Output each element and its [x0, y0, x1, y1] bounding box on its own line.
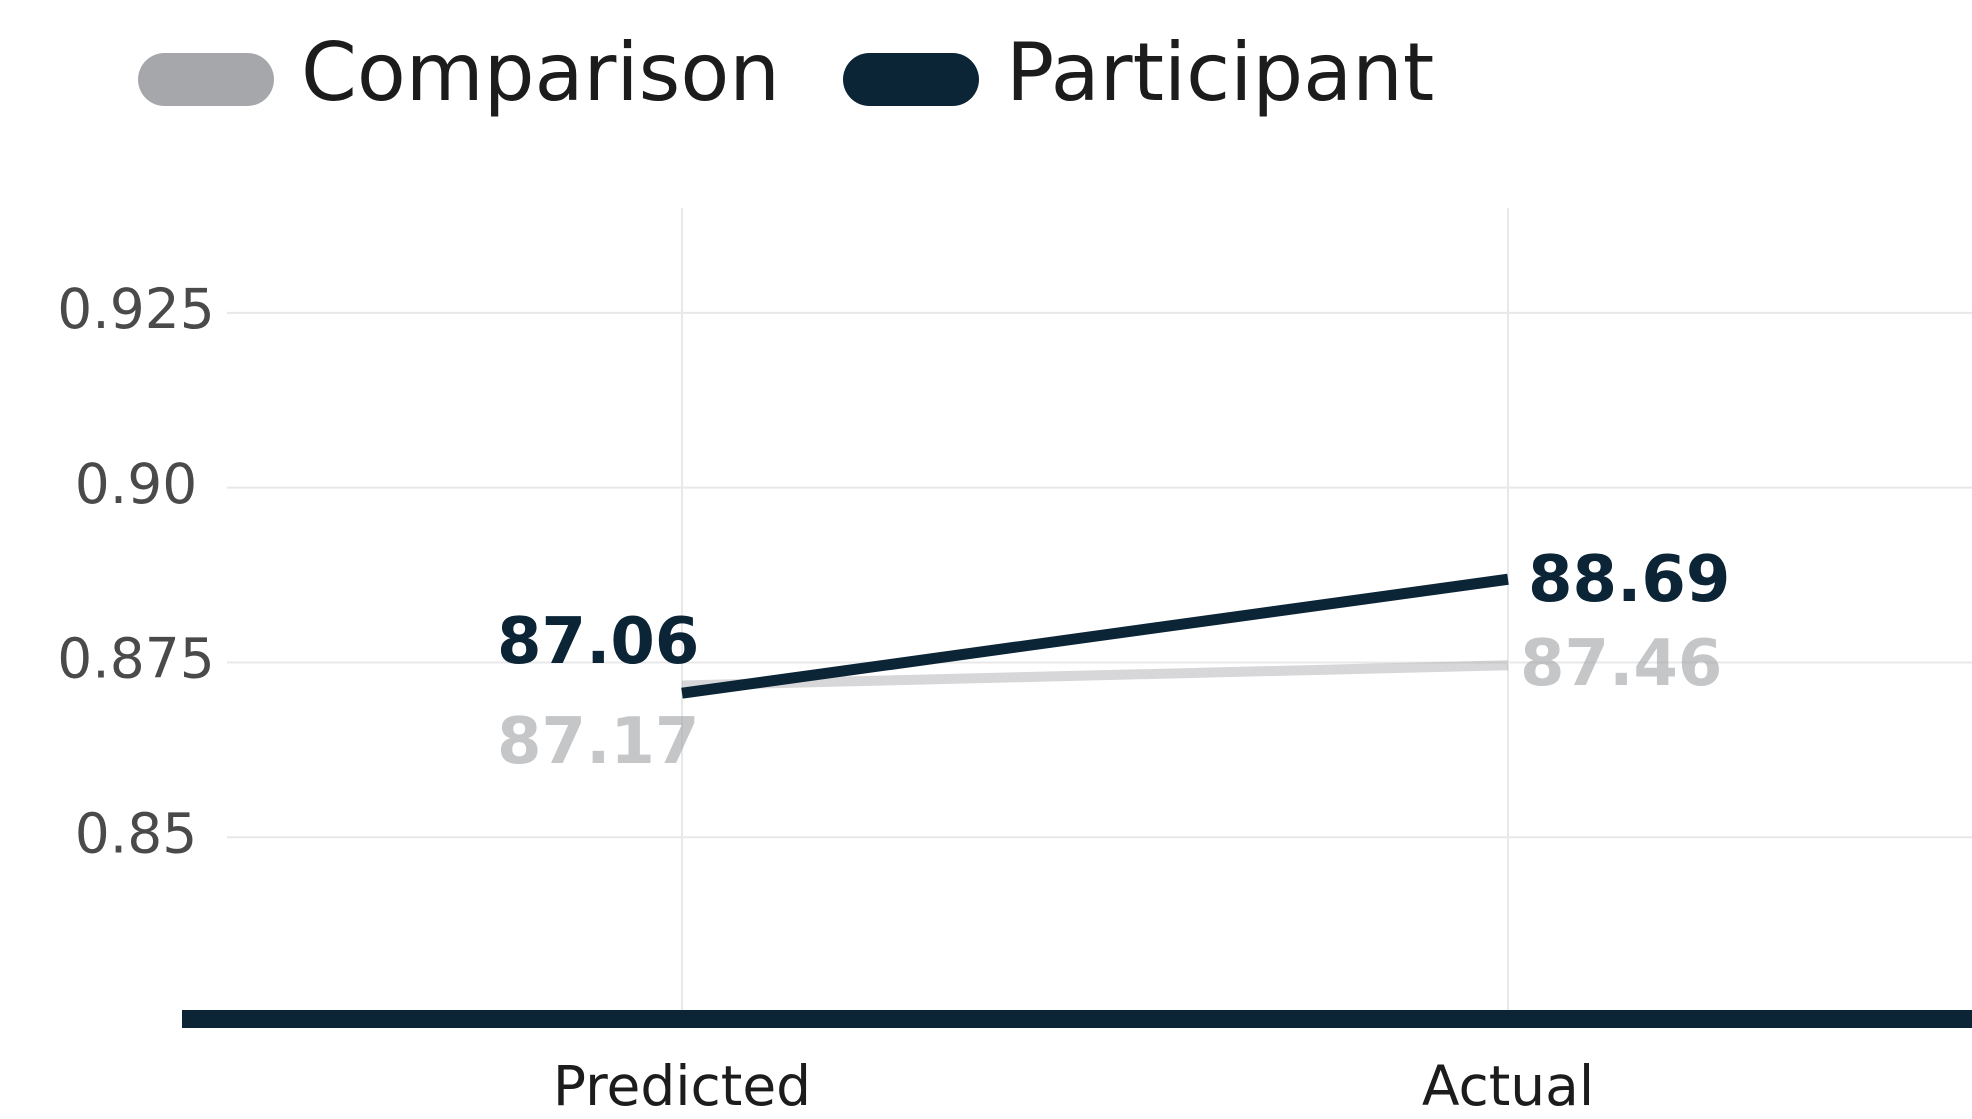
- data-label: 88.69: [1528, 543, 1730, 617]
- legend-label: Participant: [1006, 26, 1434, 119]
- legend-label: Comparison: [301, 26, 780, 119]
- y-tick-label: 0.875: [57, 627, 214, 691]
- y-tick-label: 0.925: [57, 277, 214, 341]
- legend-swatch: [843, 53, 979, 106]
- series-line: [681, 573, 1509, 699]
- y-tick-label: 0.85: [75, 801, 197, 865]
- legend-swatch: [138, 53, 274, 106]
- y-tick-label: 0.90: [75, 452, 197, 516]
- data-label: 87.46: [1520, 627, 1722, 701]
- x-tick-label: Predicted: [553, 1054, 811, 1118]
- data-label: 87.06: [497, 605, 699, 679]
- series-line: [681, 660, 1509, 691]
- data-label: 87.17: [497, 705, 699, 779]
- x-tick-label: Actual: [1422, 1054, 1594, 1118]
